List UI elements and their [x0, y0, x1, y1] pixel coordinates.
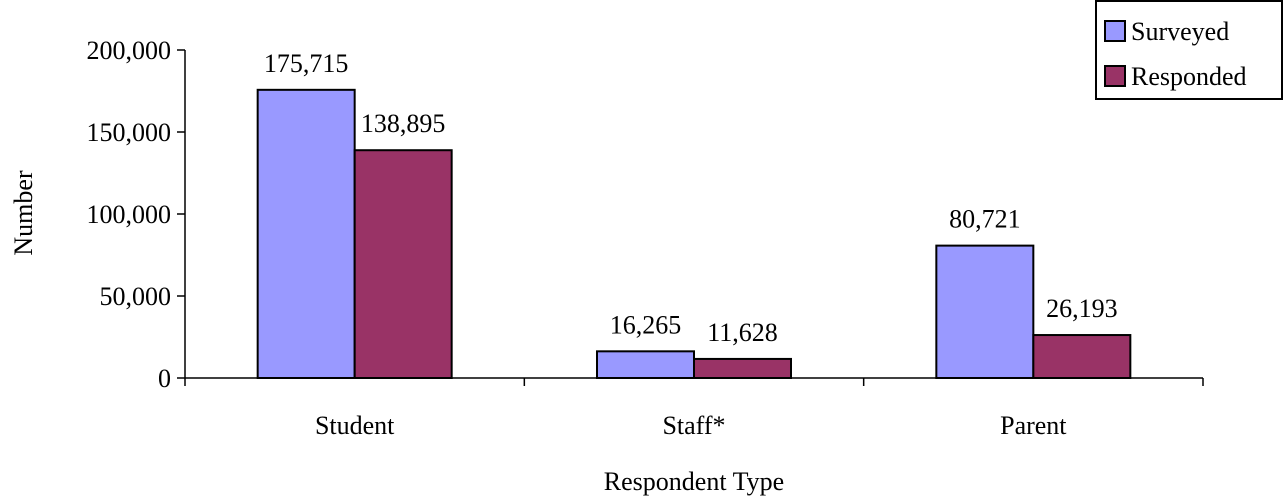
data-label: 175,715 — [264, 49, 349, 78]
x-tick-label: Parent — [1000, 411, 1067, 440]
y-tick-label: 200,000 — [87, 36, 172, 65]
bar-surveyed-2 — [935, 244, 1035, 379]
legend: Surveyed Responded — [1095, 0, 1283, 100]
legend-swatch-surveyed — [1104, 20, 1126, 42]
legend-swatch-responded — [1104, 65, 1126, 87]
y-tick-label: 150,000 — [87, 118, 172, 147]
x-axis-title: Respondent Type — [604, 467, 784, 496]
data-label: 26,193 — [1046, 294, 1118, 323]
bars — [256, 88, 1132, 380]
bar-responded-0 — [353, 149, 453, 379]
y-tick-label: 0 — [158, 364, 171, 393]
bar-surveyed-0 — [256, 88, 356, 380]
data-label: 11,628 — [707, 318, 778, 347]
bar-responded-1 — [693, 357, 792, 380]
legend-box — [1095, 0, 1283, 100]
bar-responded-2 — [1032, 334, 1132, 380]
y-tick-label: 50,000 — [100, 282, 172, 311]
y-axis: 0 50,000 100,000 150,000 200,000 — [87, 36, 186, 393]
y-tick-label: 100,000 — [87, 200, 172, 229]
data-label: 80,721 — [949, 205, 1021, 234]
legend-label-surveyed: Surveyed — [1131, 17, 1229, 46]
x-tick-label: Staff* — [662, 411, 725, 440]
x-tick-label: Student — [315, 411, 395, 440]
x-axis: Student Staff* Parent — [184, 377, 1204, 440]
data-labels: 175,715 16,265 80,721 138,895 11,628 26,193 — [264, 49, 1118, 347]
y-axis-title: Number — [9, 170, 38, 256]
data-label: 16,265 — [610, 310, 682, 339]
legend-label-responded: Responded — [1131, 62, 1247, 91]
bar-surveyed-1 — [596, 350, 695, 380]
data-label: 138,895 — [361, 109, 446, 138]
